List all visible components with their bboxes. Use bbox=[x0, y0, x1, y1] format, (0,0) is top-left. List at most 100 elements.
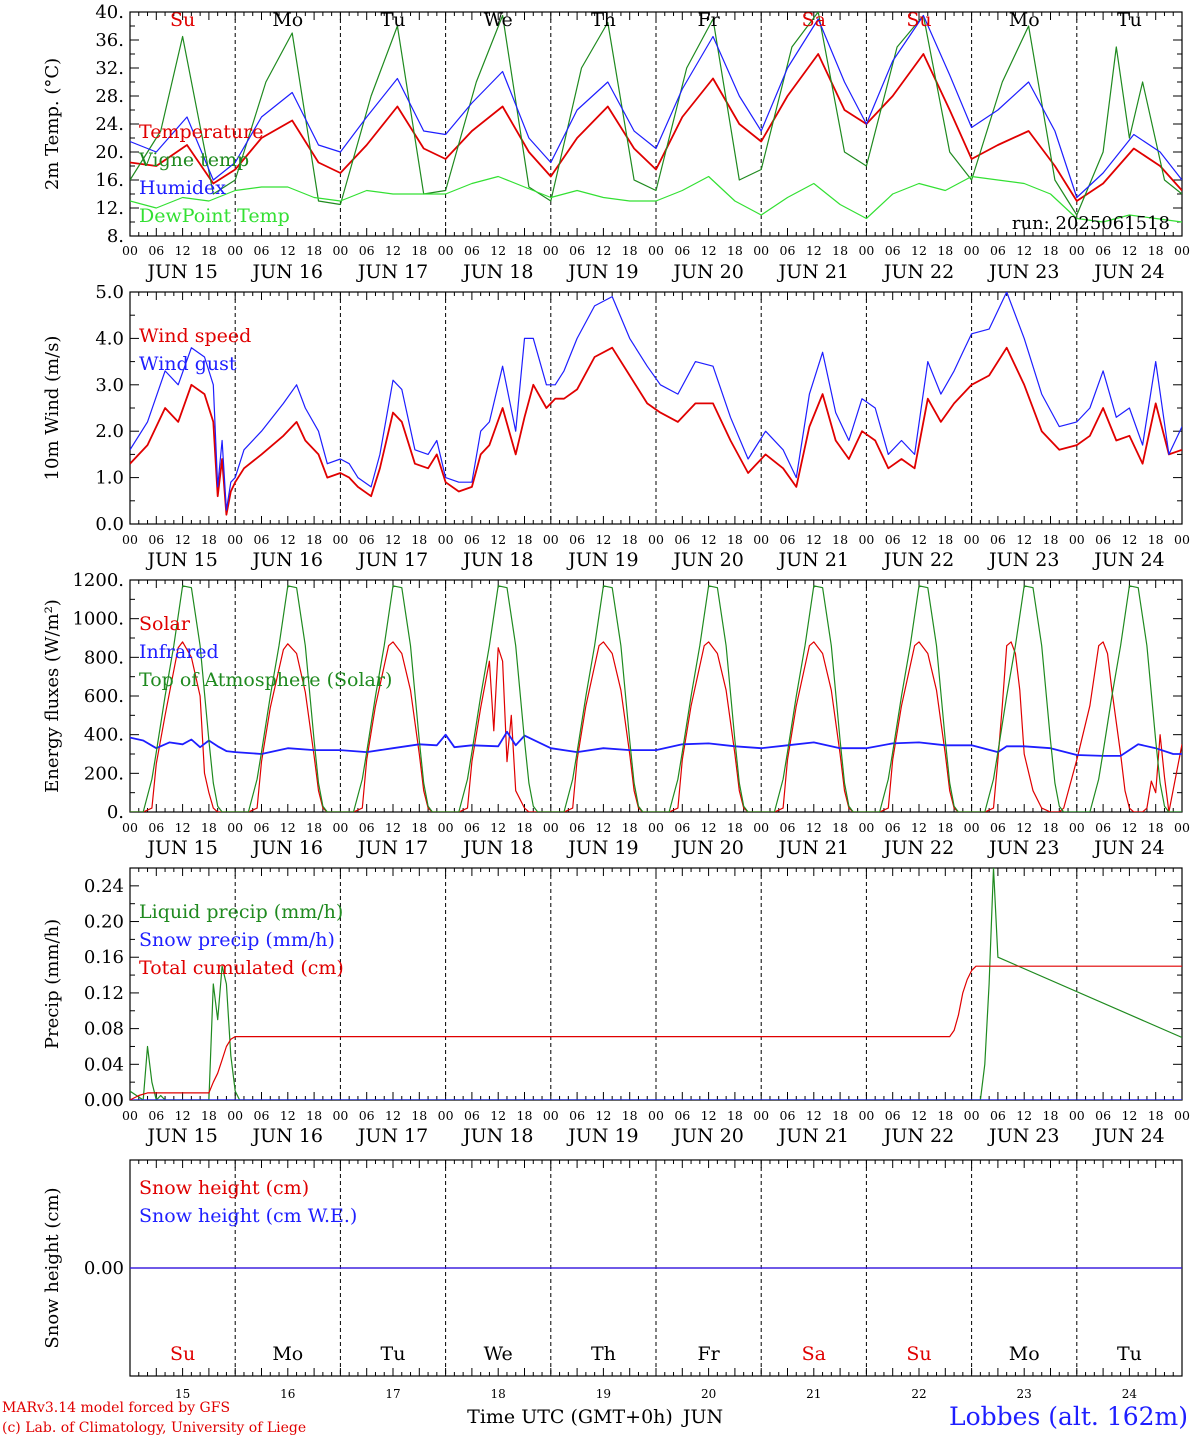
hour-tick-label: 18 bbox=[937, 1108, 953, 1123]
hour-tick-label: 00 bbox=[1069, 243, 1085, 258]
hour-tick-label: 00 bbox=[438, 243, 454, 258]
hour-tick-label: 06 bbox=[254, 243, 270, 258]
hour-tick-label: 00 bbox=[753, 820, 769, 835]
hour-tick-label: 06 bbox=[990, 532, 1006, 547]
date-label: JUN 18 bbox=[461, 261, 533, 283]
date-label: JUN 20 bbox=[671, 549, 743, 571]
hour-tick-label: 18 bbox=[622, 532, 638, 547]
hour-tick-label: 12 bbox=[385, 1108, 401, 1123]
y-tick-label: 3.0 bbox=[95, 375, 124, 396]
hour-tick-label: 18 bbox=[727, 532, 743, 547]
hour-tick-label: 18 bbox=[1148, 532, 1164, 547]
hour-tick-label: 00 bbox=[648, 820, 664, 835]
hour-tick-label: 18 bbox=[937, 243, 953, 258]
date-label: JUN 22 bbox=[882, 261, 954, 283]
legend-entry: Wind gust bbox=[139, 353, 237, 375]
hour-tick-label: 06 bbox=[464, 820, 480, 835]
hour-tick-label: 00 bbox=[543, 1108, 559, 1123]
y-tick-label: 32. bbox=[95, 58, 124, 79]
weekday-label: Tu bbox=[381, 1343, 406, 1365]
hour-tick-label: 06 bbox=[254, 1108, 270, 1123]
hour-tick-label: 00 bbox=[332, 532, 348, 547]
y-tick-label: 8. bbox=[107, 226, 124, 247]
hour-tick-label: 00 bbox=[227, 820, 243, 835]
date-label: JUN 23 bbox=[987, 261, 1059, 283]
weekday-label: We bbox=[484, 1343, 513, 1365]
date-label: JUN 15 bbox=[145, 1125, 217, 1147]
hour-tick-label: 12 bbox=[280, 1108, 296, 1123]
hour-tick-label: 12 bbox=[1016, 820, 1032, 835]
hour-tick-label: 00 bbox=[122, 532, 138, 547]
y-axis-label: Precip (mm/h) bbox=[42, 919, 63, 1049]
date-label: JUN 24 bbox=[1092, 1125, 1164, 1147]
hour-tick-label: 06 bbox=[148, 532, 164, 547]
hour-tick-label: 12 bbox=[1016, 1108, 1032, 1123]
hour-tick-label: 12 bbox=[175, 243, 191, 258]
series-line-0-3 bbox=[130, 175, 1182, 223]
hour-tick-label: 12 bbox=[806, 243, 822, 258]
legend-entry: Solar bbox=[139, 613, 191, 635]
hour-tick-label: 06 bbox=[885, 532, 901, 547]
date-label: JUN 20 bbox=[671, 261, 743, 283]
weekday-label: Fr bbox=[697, 9, 720, 31]
hour-tick-label: 12 bbox=[701, 820, 717, 835]
date-label: JUN 22 bbox=[882, 837, 954, 859]
y-tick-label: 0.16 bbox=[84, 947, 124, 968]
y-tick-label: 0.00 bbox=[84, 1258, 124, 1279]
hour-tick-label: 12 bbox=[595, 243, 611, 258]
hour-tick-label: 12 bbox=[280, 243, 296, 258]
hour-tick-label: 00 bbox=[122, 243, 138, 258]
hour-tick-label: 06 bbox=[990, 243, 1006, 258]
date-label: JUN 21 bbox=[777, 837, 849, 859]
hour-tick-label: 00 bbox=[438, 532, 454, 547]
hour-tick-label: 18 bbox=[517, 820, 533, 835]
hour-tick-label: 00 bbox=[648, 532, 664, 547]
hour-tick-label: 00 bbox=[122, 820, 138, 835]
hour-tick-label: 00 bbox=[753, 532, 769, 547]
y-tick-label: 0.20 bbox=[84, 912, 124, 933]
hour-tick-label: 00 bbox=[858, 1108, 874, 1123]
hour-tick-label: 12 bbox=[911, 1108, 927, 1123]
hour-tick-label: 18 bbox=[411, 243, 427, 258]
hour-tick-label: 06 bbox=[780, 243, 796, 258]
date-label: JUN 17 bbox=[356, 837, 428, 859]
legend-entry: Temperature bbox=[139, 121, 263, 143]
hour-tick-label: 12 bbox=[806, 1108, 822, 1123]
hour-tick-label: 12 bbox=[175, 820, 191, 835]
y-tick-label: 0.24 bbox=[84, 876, 124, 897]
hour-tick-label: 18 bbox=[201, 820, 217, 835]
y-tick-label: 2.0 bbox=[95, 421, 124, 442]
hour-tick-label: 18 bbox=[832, 820, 848, 835]
hour-tick-label: 00 bbox=[332, 1108, 348, 1123]
hour-tick-label: 00 bbox=[964, 532, 980, 547]
series-line-2-1 bbox=[130, 730, 1182, 757]
hour-tick-label: 06 bbox=[780, 1108, 796, 1123]
hour-tick-label: 12 bbox=[490, 532, 506, 547]
hour-tick-label: 18 bbox=[622, 1108, 638, 1123]
hour-tick-label: 12 bbox=[1121, 1108, 1137, 1123]
hour-tick-label: 00 bbox=[332, 243, 348, 258]
panel-2: 0. 200. 400. 600. 800. 1000. 1200. Energy fluxe… bbox=[42, 570, 1190, 859]
hour-tick-label: 12 bbox=[911, 532, 927, 547]
hour-tick-label: 00 bbox=[858, 243, 874, 258]
date-label: JUN 22 bbox=[882, 1125, 954, 1147]
hour-tick-label: 12 bbox=[701, 1108, 717, 1123]
date-label: JUN 24 bbox=[1092, 261, 1164, 283]
hour-tick-label: 06 bbox=[990, 1108, 1006, 1123]
hour-tick-label: 06 bbox=[674, 243, 690, 258]
date-label: JUN 21 bbox=[777, 1125, 849, 1147]
hour-tick-label: 18 bbox=[306, 820, 322, 835]
y-tick-label: 36. bbox=[95, 30, 124, 51]
date-label: JUN 16 bbox=[251, 837, 323, 859]
date-label: JUN 24 bbox=[1092, 837, 1164, 859]
y-tick-label: 200. bbox=[84, 763, 124, 784]
y-axis-label: Snow height (cm) bbox=[42, 1187, 63, 1348]
y-tick-label: 20. bbox=[95, 142, 124, 163]
weekday-label: Mo bbox=[1009, 9, 1040, 31]
bottom-date-label: 17 bbox=[385, 1387, 400, 1401]
hour-tick-label: 12 bbox=[175, 1108, 191, 1123]
hour-tick-label: 00 bbox=[1174, 1108, 1190, 1123]
y-axis-label: Energy fluxes (W/m²) bbox=[42, 599, 63, 793]
weekday-label: Su bbox=[906, 9, 931, 31]
hour-tick-label: 06 bbox=[254, 532, 270, 547]
